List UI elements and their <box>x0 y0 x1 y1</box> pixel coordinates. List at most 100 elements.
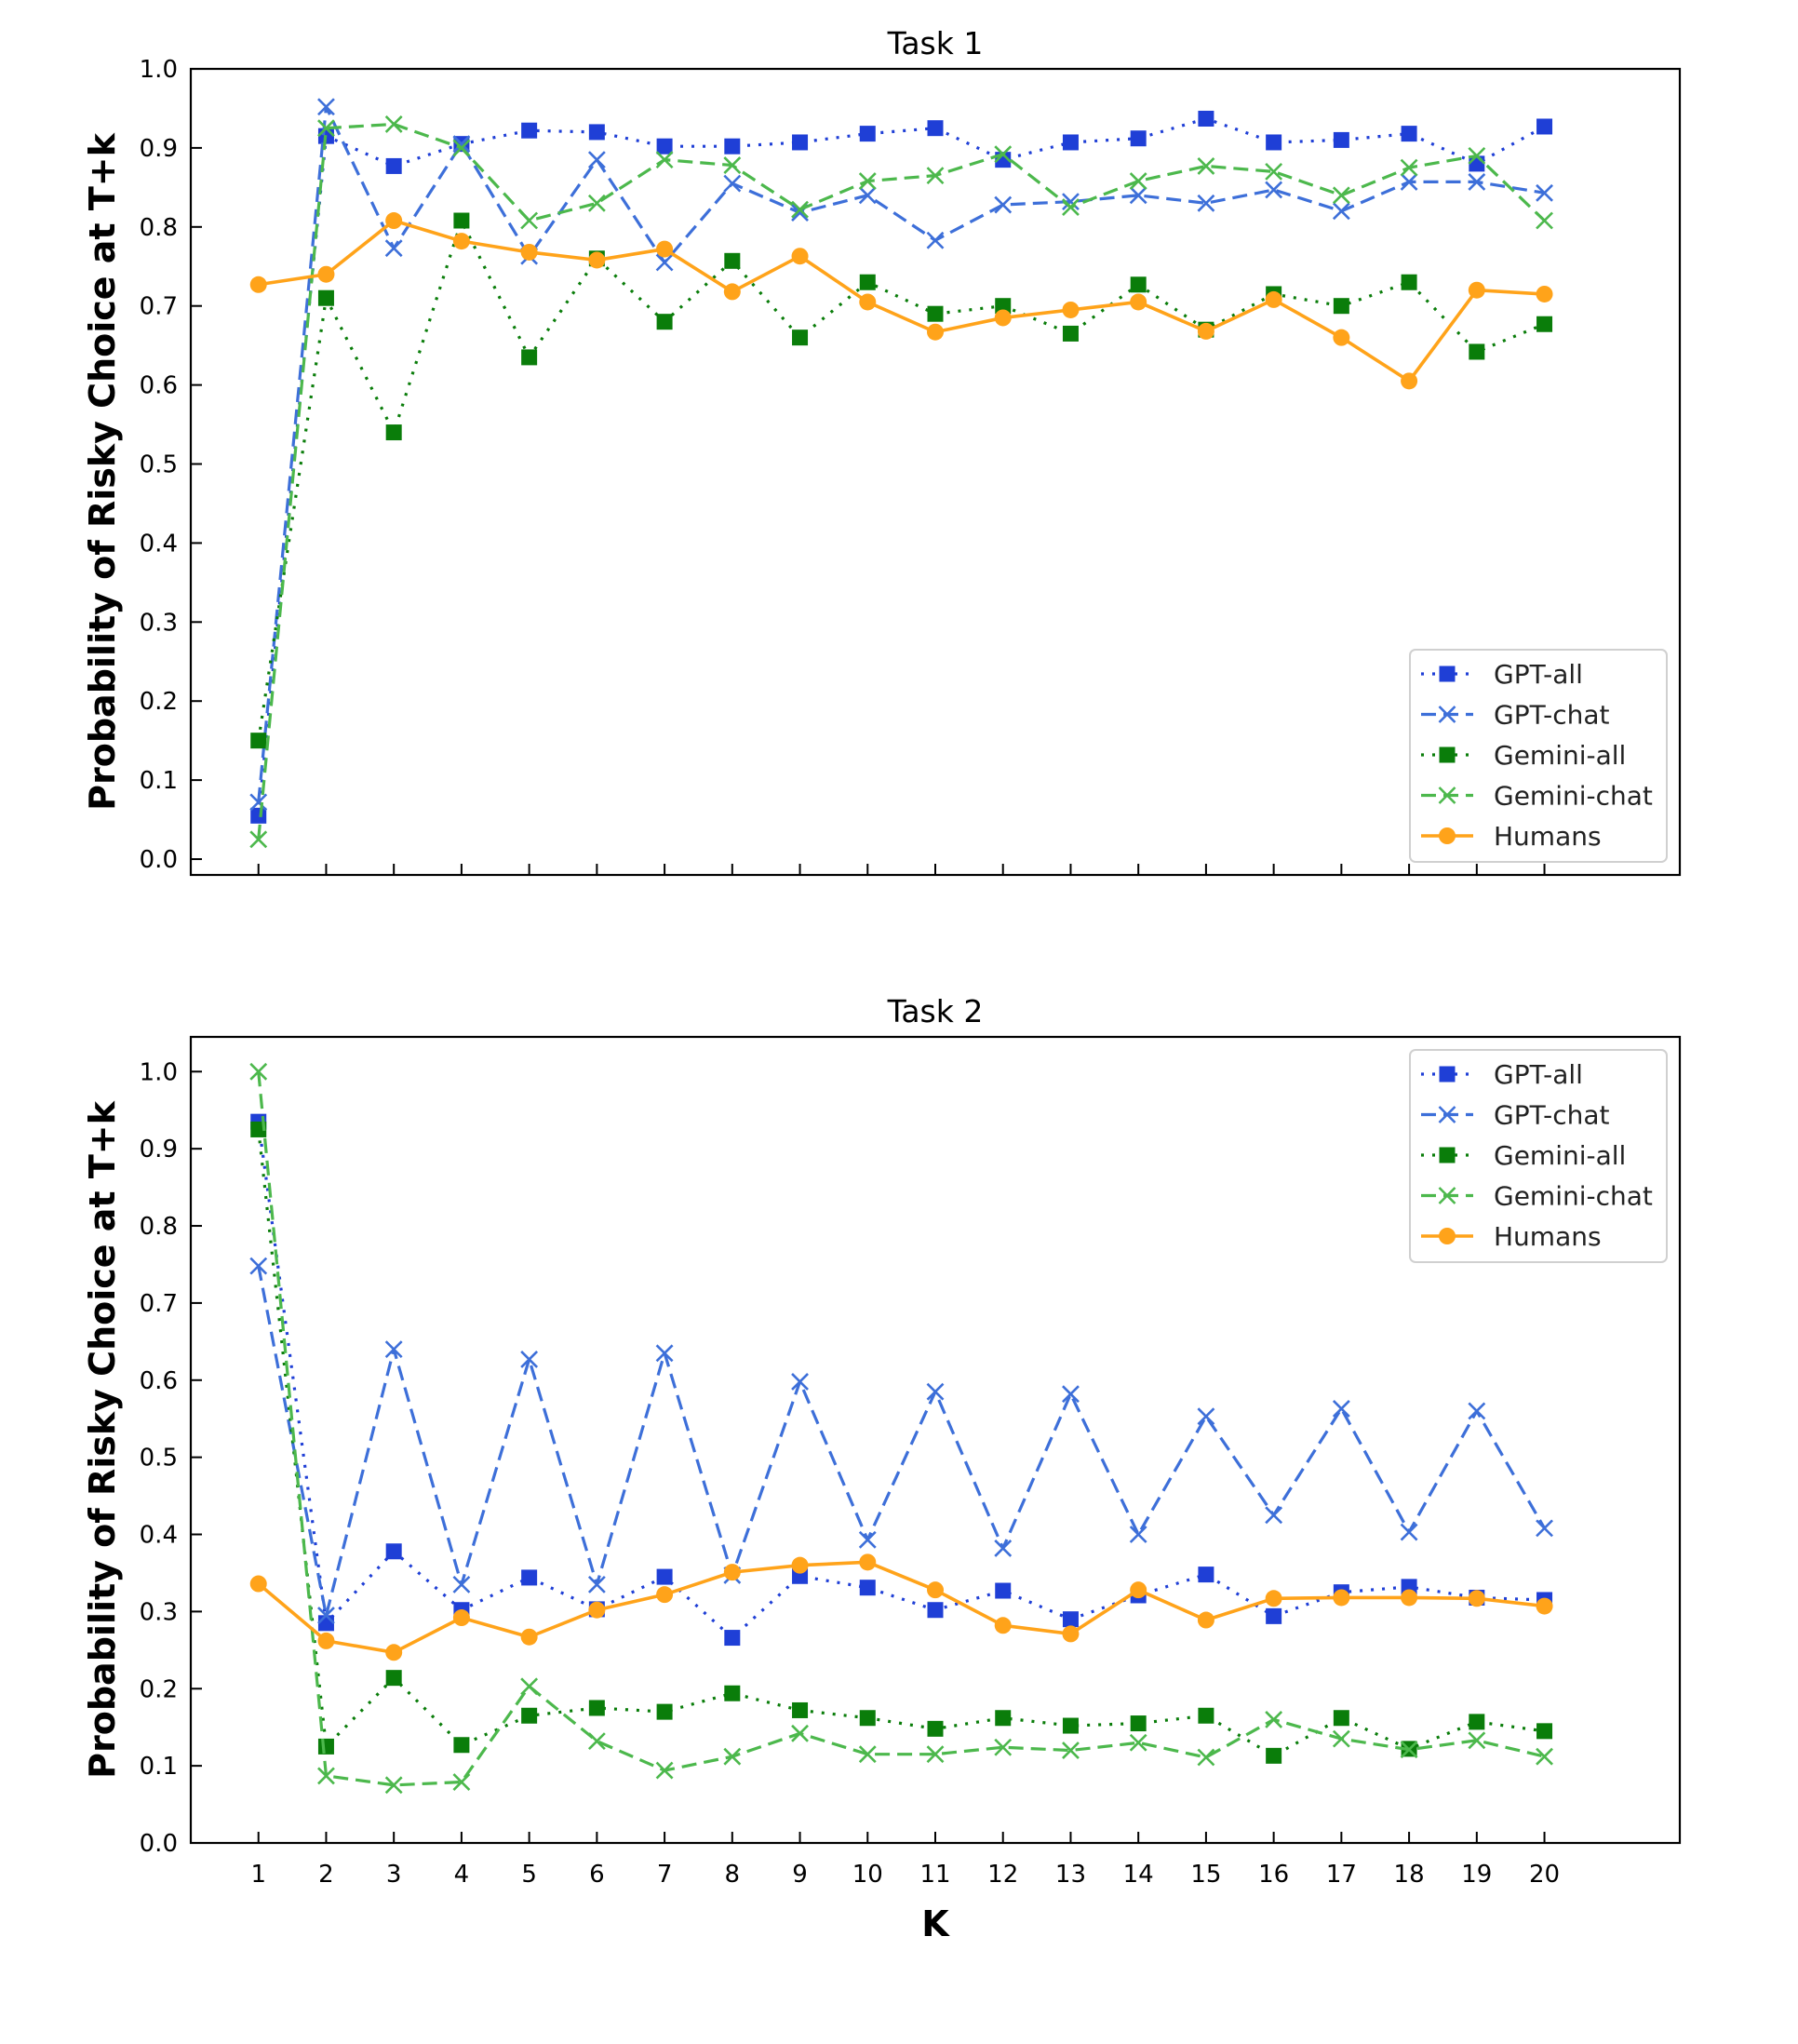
x-tick-label: 10 <box>852 1861 883 1889</box>
legend-entry: GPT-chat <box>1421 700 1610 731</box>
series-humans <box>249 212 1553 390</box>
legend-label: Humans <box>1494 821 1602 852</box>
data-point <box>655 253 674 272</box>
series-line <box>257 105 1545 803</box>
legend-entry: GPT-chat <box>1421 1100 1610 1131</box>
data-point <box>1197 322 1214 340</box>
y-tick-label: 0.9 <box>140 135 178 163</box>
data-point <box>1062 1741 1080 1759</box>
y-tick-label: 0.1 <box>140 1753 178 1781</box>
legend-label: Gemini-all <box>1494 740 1626 771</box>
data-point <box>1536 211 1553 230</box>
data-point <box>317 1632 335 1649</box>
data-point <box>520 243 538 261</box>
data-point <box>1333 1589 1350 1607</box>
data-point <box>385 157 402 174</box>
data-point <box>317 289 334 306</box>
data-point <box>994 145 1013 164</box>
y-tick-label: 0.5 <box>140 1445 178 1472</box>
data-point <box>1400 1741 1418 1759</box>
data-point <box>926 231 945 249</box>
legend-marker <box>1438 1106 1456 1123</box>
data-point <box>724 1630 741 1647</box>
data-point <box>1062 193 1080 211</box>
legend-label: GPT-all <box>1494 659 1583 690</box>
data-point <box>317 1607 335 1624</box>
data-point <box>520 211 539 230</box>
y-tick-label: 0.1 <box>140 767 178 795</box>
legend-marker <box>1438 787 1456 804</box>
data-point <box>723 1564 741 1581</box>
legend-box <box>1409 649 1668 863</box>
data-point <box>1198 1707 1214 1724</box>
data-point <box>1062 134 1079 151</box>
data-point <box>1265 290 1282 308</box>
data-point <box>452 139 471 157</box>
data-point <box>1333 298 1349 315</box>
y-tick-label: 0.6 <box>140 372 178 400</box>
data-point <box>317 119 335 138</box>
data-point <box>926 1382 945 1401</box>
data-point <box>1265 181 1283 199</box>
data-point <box>656 1586 674 1604</box>
data-point <box>858 186 877 205</box>
data-point <box>858 1745 877 1764</box>
data-point <box>723 1747 742 1766</box>
data-point <box>656 1703 673 1720</box>
legend-label: Gemini-all <box>1494 1140 1626 1171</box>
data-point <box>1468 146 1486 165</box>
data-point <box>384 1340 403 1359</box>
x-tick-label: 16 <box>1258 1861 1289 1889</box>
x-tick-label: 4 <box>454 1861 470 1889</box>
legend-entry: Gemini-all <box>1421 1140 1626 1171</box>
data-point <box>1401 372 1418 390</box>
data-point <box>1198 1567 1214 1583</box>
data-point <box>723 156 742 174</box>
data-point <box>1130 1715 1147 1732</box>
legend-label: Gemini-chat <box>1494 781 1653 812</box>
data-point <box>1265 1710 1283 1728</box>
x-tick-label: 14 <box>1123 1861 1154 1889</box>
data-point <box>1333 1710 1349 1727</box>
y-tick-label: 0.2 <box>140 1675 178 1703</box>
y-tick-label: 0.7 <box>140 1290 178 1318</box>
x-tick-label: 2 <box>318 1861 334 1889</box>
data-point <box>1333 329 1350 346</box>
data-point <box>587 194 606 212</box>
data-point <box>1536 1747 1553 1766</box>
x-tick-label: 3 <box>386 1861 402 1889</box>
legend-entry: GPT-all <box>1421 1059 1583 1090</box>
data-point <box>1468 1590 1485 1607</box>
data-point <box>1197 1407 1215 1426</box>
data-point <box>587 1575 606 1594</box>
legend-entry: Gemini-chat <box>1421 1181 1653 1212</box>
legend-label: GPT-chat <box>1494 1100 1610 1131</box>
data-point <box>1400 172 1418 191</box>
legend-label: GPT-all <box>1494 1059 1583 1090</box>
data-point <box>1129 172 1147 190</box>
data-point <box>655 151 674 169</box>
data-point <box>656 1568 673 1585</box>
data-point <box>588 251 606 269</box>
data-point <box>926 167 945 185</box>
data-point <box>588 124 605 141</box>
series-gpt-chat <box>249 98 1553 812</box>
data-point <box>1197 1748 1215 1767</box>
data-point <box>995 1710 1012 1727</box>
series-line <box>257 122 1546 840</box>
data-point <box>792 134 809 151</box>
data-point <box>858 1530 877 1549</box>
data-point <box>1130 276 1147 293</box>
data-point <box>1332 202 1350 221</box>
data-point <box>1130 130 1147 147</box>
x-tick-label: 7 <box>657 1861 673 1889</box>
axes-frame <box>189 1035 1682 1845</box>
data-point <box>791 248 809 265</box>
data-point <box>656 314 673 330</box>
legend: GPT-all GPT-chat Gemini-all Gemini-chat Huma… <box>1409 649 1668 863</box>
data-point <box>520 1628 538 1646</box>
data-point <box>927 1720 944 1737</box>
legend-marker <box>1438 706 1456 723</box>
data-point <box>1333 131 1349 148</box>
data-point <box>1062 1717 1079 1734</box>
